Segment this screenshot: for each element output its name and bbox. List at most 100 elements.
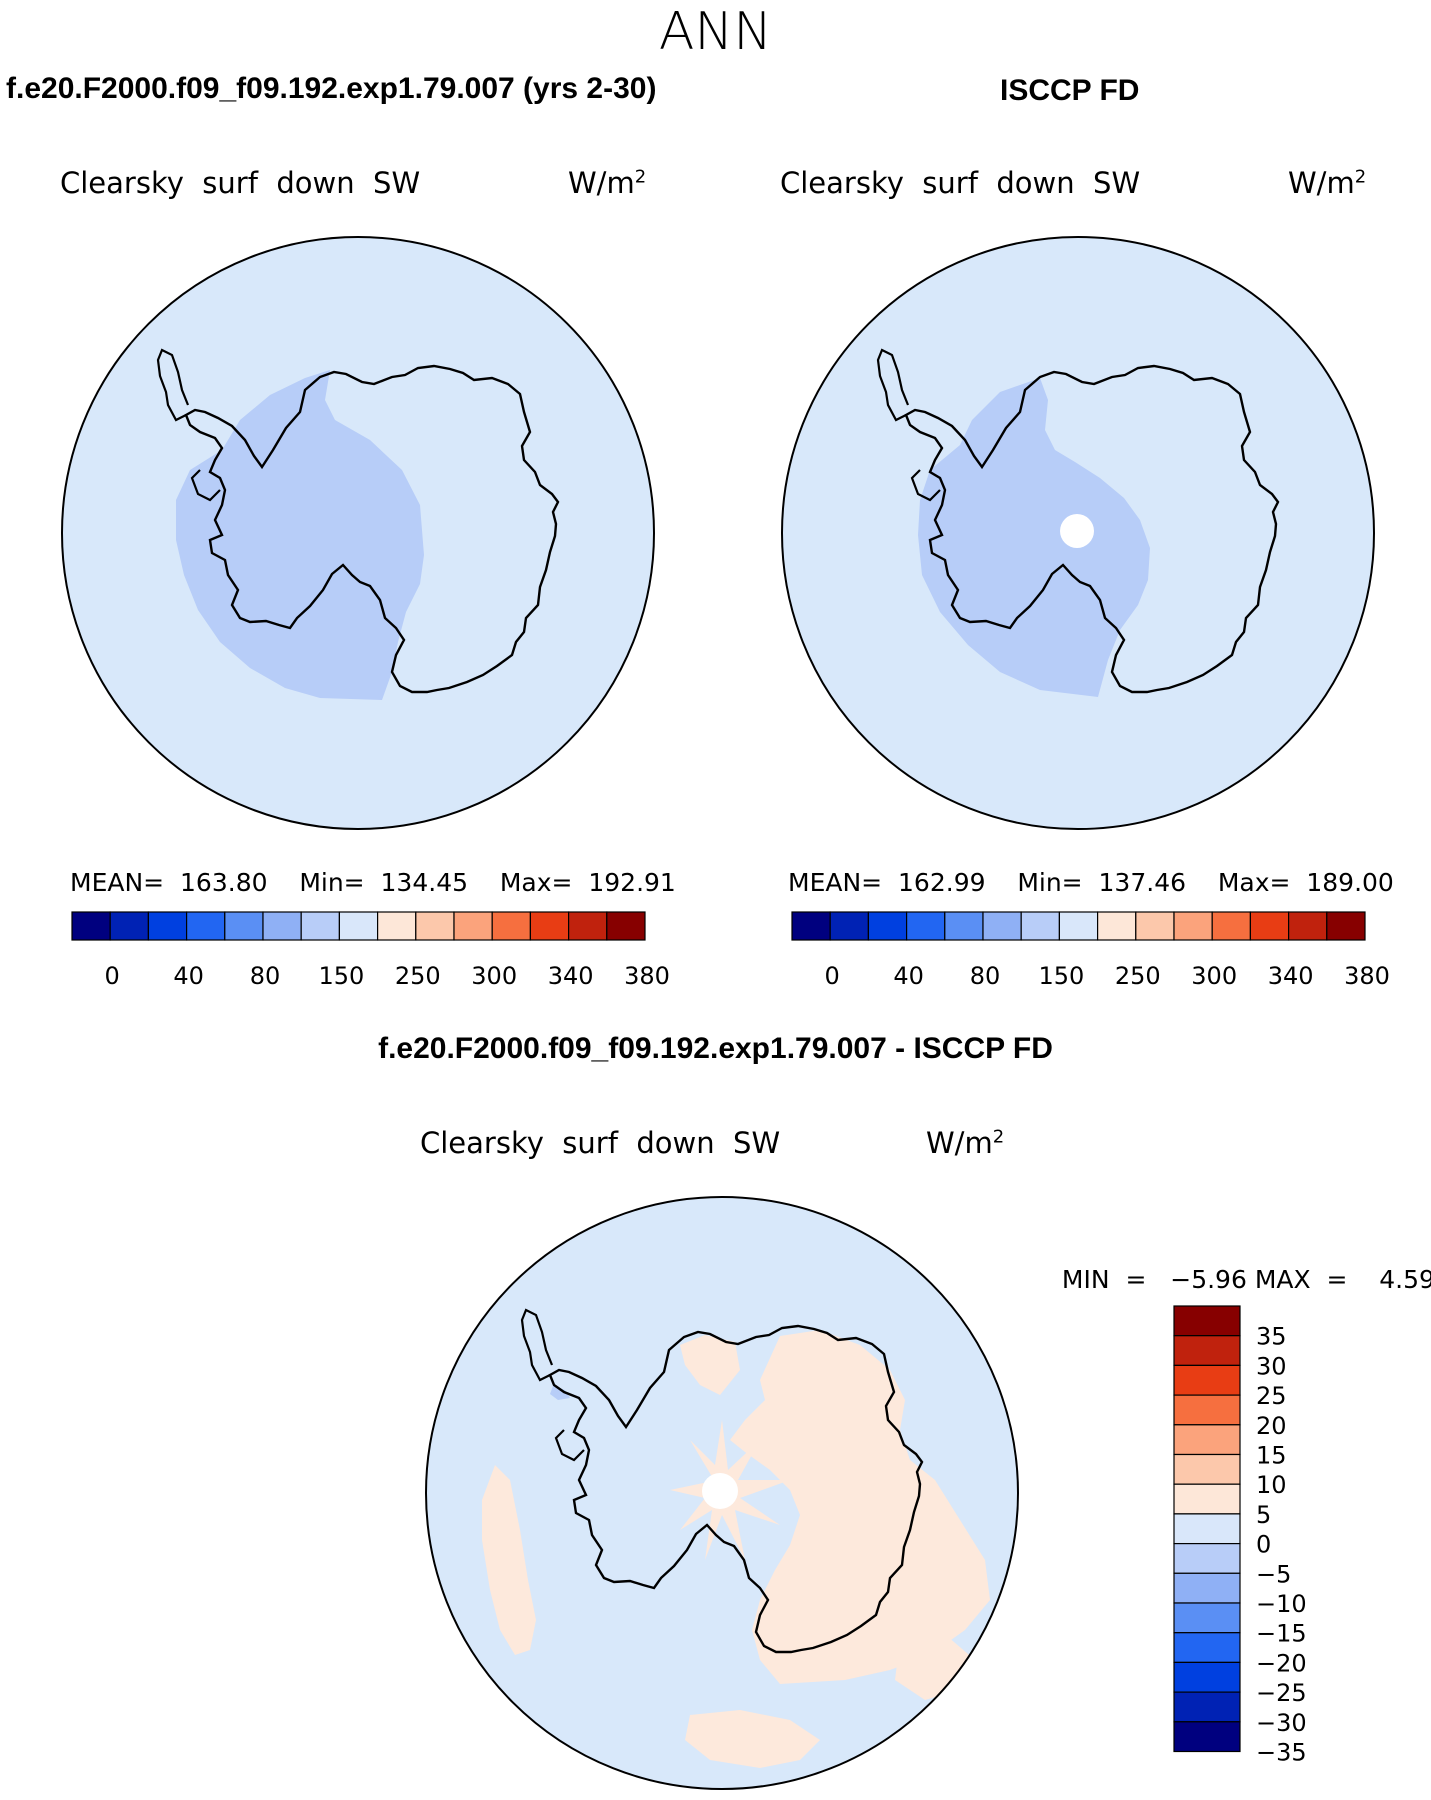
model-colorbar-box xyxy=(567,911,608,941)
diff-map-edge xyxy=(425,1196,1019,1790)
diff-colorbar-box xyxy=(1173,1364,1241,1396)
obs-min-label: Min= xyxy=(1017,868,1083,897)
diff-panel-title: f.e20.F2000.f09_f09.192.exp1.79.007 - IS… xyxy=(378,1032,1053,1065)
diff-colorbar-box xyxy=(1173,1661,1241,1693)
model-map-coastline xyxy=(184,364,560,694)
diff-variable-label: Clearsky surf down SW xyxy=(420,1126,781,1160)
model-colorbar-box xyxy=(224,911,264,941)
model-map-peninsula xyxy=(156,348,221,502)
diff-colorbar-box xyxy=(1173,1542,1241,1574)
diff-colorbar-tick-label: 30 xyxy=(1256,1352,1287,1380)
obs-colorbar-box xyxy=(905,911,946,941)
model-colorbar-box xyxy=(147,911,188,941)
diff-colorbar-box xyxy=(1173,1483,1241,1515)
model-colorbar-box xyxy=(377,911,417,941)
diff-colorbar-box xyxy=(1173,1424,1241,1456)
obs-colorbar-box xyxy=(1249,911,1290,941)
obs-colorbar-box xyxy=(1326,911,1366,941)
obs-min-value: 137.46 xyxy=(1098,868,1187,897)
obs-map xyxy=(781,236,1375,830)
diff-colorbar-tick-label: −30 xyxy=(1256,1709,1307,1737)
model-colorbar-tick-label: 380 xyxy=(624,962,670,990)
model-colorbar-ticks: 0 40 80 150 250 300 340 380 xyxy=(105,962,670,990)
diff-map xyxy=(425,1196,1019,1790)
model-colorbar-box xyxy=(606,911,646,941)
diff-map-pole-missing xyxy=(702,1473,738,1509)
obs-mean-label: MEAN= xyxy=(788,868,883,897)
model-units-label: W/m2 xyxy=(568,166,646,200)
diff-max-label: MAX = xyxy=(1254,1265,1348,1294)
diff-units-exponent: 2 xyxy=(992,1126,1005,1148)
diff-colorbar-tick-label: 25 xyxy=(1256,1382,1287,1410)
model-variable-label: Clearsky surf down SW xyxy=(60,166,421,200)
obs-colorbar-box xyxy=(982,911,1022,941)
obs-colorbar-box xyxy=(944,911,984,941)
obs-colorbar xyxy=(791,911,1366,941)
diff-colorbar-tick-label: −20 xyxy=(1256,1649,1307,1677)
obs-colorbar-tick-label: 150 xyxy=(1038,962,1084,990)
obs-max-value: 189.00 xyxy=(1306,868,1394,897)
diff-map-positive-east xyxy=(730,1330,990,1684)
diff-map-coastline xyxy=(548,1324,924,1654)
model-max-label: Max= xyxy=(499,868,573,897)
obs-colorbar-box xyxy=(867,911,908,941)
model-mean-label: MEAN= xyxy=(70,868,165,897)
diff-units: W/m xyxy=(926,1126,993,1160)
model-colorbar-box xyxy=(186,911,226,941)
model-colorbar-box xyxy=(491,911,532,941)
diff-units-label: W/m2 xyxy=(926,1126,1004,1160)
obs-colorbar-tick-label: 340 xyxy=(1268,962,1314,990)
diff-map-positive-north xyxy=(680,1335,740,1395)
diff-map-negative-spot xyxy=(550,1386,570,1400)
obs-colorbar-tick-label: 80 xyxy=(970,962,1001,990)
diff-colorbar-tick-label: −10 xyxy=(1256,1590,1307,1618)
model-max-value: 192.91 xyxy=(588,868,676,897)
model-panel-title: f.e20.F2000.f09_f09.192.exp1.79.007 (yrs… xyxy=(6,72,657,105)
model-map-low-region xyxy=(176,370,424,700)
obs-stats: MEAN= 162.99 Min= 137.46 Max= 189.00 xyxy=(788,868,1394,897)
obs-mean-value: 162.99 xyxy=(898,868,986,897)
model-map xyxy=(61,236,655,830)
model-min-value: 134.45 xyxy=(380,868,469,897)
diff-colorbar xyxy=(1173,1305,1241,1753)
obs-max-label: Max= xyxy=(1217,868,1291,897)
obs-map-pole-missing xyxy=(1060,514,1094,548)
obs-colorbar-tick-label: 0 xyxy=(825,962,840,990)
obs-colorbar-box xyxy=(1058,911,1099,941)
model-colorbar-box xyxy=(109,911,149,941)
diff-colorbar-box xyxy=(1173,1632,1241,1663)
diff-colorbar-tick-label: −35 xyxy=(1256,1739,1307,1767)
diff-colorbar-box xyxy=(1173,1394,1241,1426)
model-colorbar-box xyxy=(453,911,493,941)
model-colorbar-box xyxy=(338,911,379,941)
obs-colorbar-box xyxy=(1020,911,1061,941)
diff-colorbar-tick-label: 35 xyxy=(1256,1323,1287,1351)
obs-colorbar-tick-label: 40 xyxy=(893,962,924,990)
obs-variable-label: Clearsky surf down SW xyxy=(780,166,1141,200)
obs-colorbar-box xyxy=(791,911,831,941)
diff-min-value: −5.96 xyxy=(1170,1265,1247,1294)
obs-colorbar-box xyxy=(1135,911,1175,941)
model-units: W/m xyxy=(568,166,635,200)
obs-colorbar-tick-label: 380 xyxy=(1344,962,1390,990)
model-colorbar xyxy=(71,911,646,941)
diff-colorbar-box xyxy=(1173,1335,1241,1366)
diff-colorbar-tick-label: 0 xyxy=(1256,1531,1271,1559)
obs-map-coastline xyxy=(904,364,1280,694)
model-colorbar-tick-label: 40 xyxy=(173,962,204,990)
diff-colorbar-tick-label: −25 xyxy=(1256,1679,1307,1707)
obs-map-edge xyxy=(781,236,1375,830)
obs-units-exponent: 2 xyxy=(1354,166,1367,188)
obs-colorbar-box xyxy=(1287,911,1328,941)
diff-colorbar-box xyxy=(1173,1572,1241,1604)
model-colorbar-box xyxy=(300,911,341,941)
model-min-label: Min= xyxy=(299,868,365,897)
model-colorbar-tick-label: 150 xyxy=(318,962,364,990)
diff-map-positive-south xyxy=(685,1710,820,1768)
model-colorbar-box xyxy=(415,911,455,941)
diff-colorbar-box xyxy=(1173,1513,1241,1545)
model-colorbar-tick-label: 250 xyxy=(395,962,441,990)
diff-colorbar-tick-label: 10 xyxy=(1256,1471,1287,1499)
model-colorbar-tick-label: 300 xyxy=(471,962,517,990)
